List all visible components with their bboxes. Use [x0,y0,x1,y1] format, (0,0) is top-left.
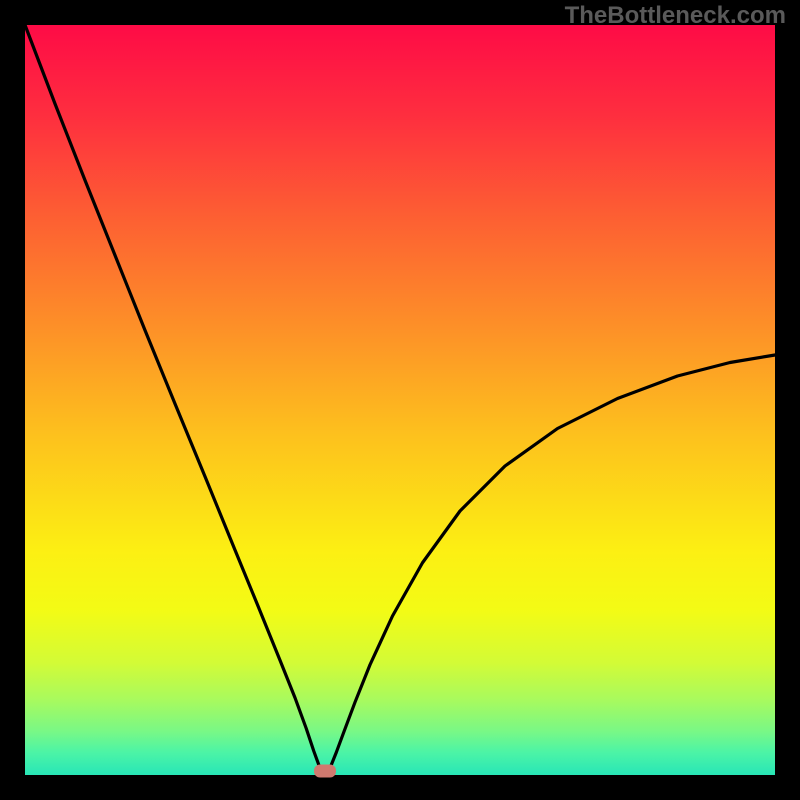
chart-frame: TheBottleneck.com [0,0,800,800]
bottleneck-curve [25,25,775,775]
watermark-text: TheBottleneck.com [565,2,786,30]
curve-path [25,25,775,773]
plot-area [25,25,775,775]
optimal-point-marker [314,764,336,777]
